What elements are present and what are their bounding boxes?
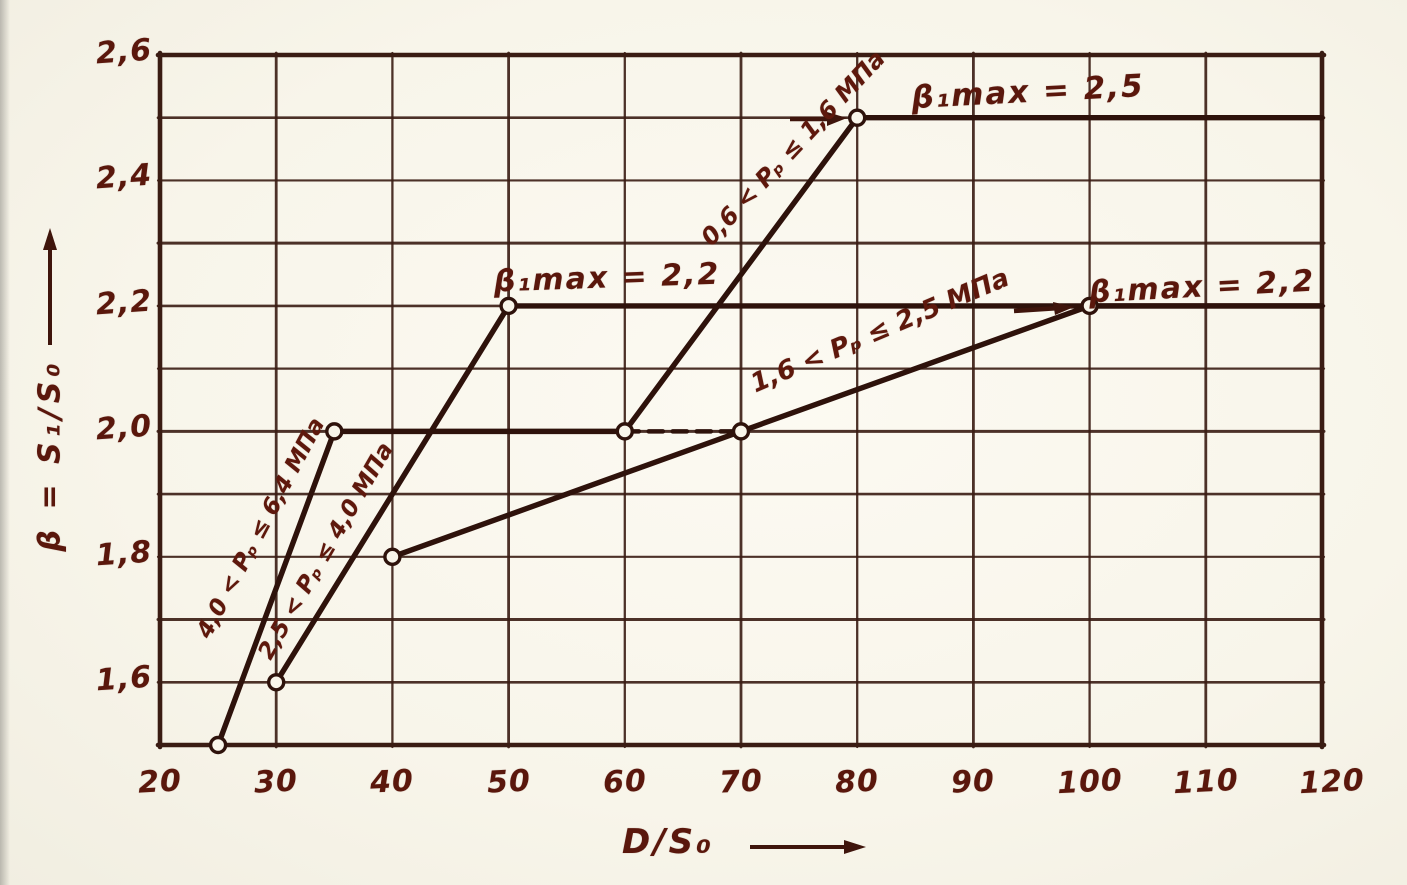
data-point-markers: [208, 108, 1099, 755]
data-point-marker: [848, 108, 867, 127]
data-point-marker: [1080, 296, 1099, 316]
y-axis-title: β = S₁/S₀: [32, 358, 68, 552]
y-tick-label: 2,2: [94, 283, 154, 323]
data-point-marker: [325, 422, 344, 441]
scan-edge-shadow: [0, 0, 10, 885]
x-tick-label: 70: [718, 763, 764, 801]
x-tick-label: 110: [1172, 762, 1240, 802]
pointer-arrow-to-peak-2-5-icon: [790, 112, 847, 126]
series-line-2: [389, 303, 1325, 560]
y-tick-label: 2,4: [94, 158, 154, 197]
x-axis-title: D/S₀: [621, 822, 715, 862]
x-tick-label: 120: [1298, 762, 1366, 802]
x-tick-label: 40: [369, 763, 416, 801]
x-tick-label: 50: [485, 763, 532, 801]
x-tick-label: 30: [253, 763, 299, 801]
y-axis-arrow-icon: [43, 228, 57, 345]
data-point-marker: [499, 296, 518, 316]
x-tick-label: 80: [834, 763, 880, 801]
data-point-marker: [731, 422, 751, 441]
data-point-marker: [267, 673, 286, 692]
data-point-marker: [615, 422, 634, 441]
y-tick-label: 2,6: [94, 32, 154, 72]
y-tick-label: 1,8: [94, 534, 154, 574]
x-tick-label: 60: [602, 763, 648, 801]
y-tick-label: 2,0: [94, 408, 154, 448]
grid: [155, 50, 1327, 750]
x-tick-label: 100: [1055, 762, 1124, 802]
x-tick-label: 90: [950, 763, 997, 801]
pointer-arrow-to-point-2-2-icon: [1013, 302, 1074, 315]
data-point-marker: [208, 735, 228, 755]
data-point-marker: [383, 547, 402, 567]
x-tick-label: 20: [137, 763, 183, 801]
y-tick-label: 1,6: [94, 659, 154, 699]
x-axis-arrow-icon: [750, 840, 866, 854]
